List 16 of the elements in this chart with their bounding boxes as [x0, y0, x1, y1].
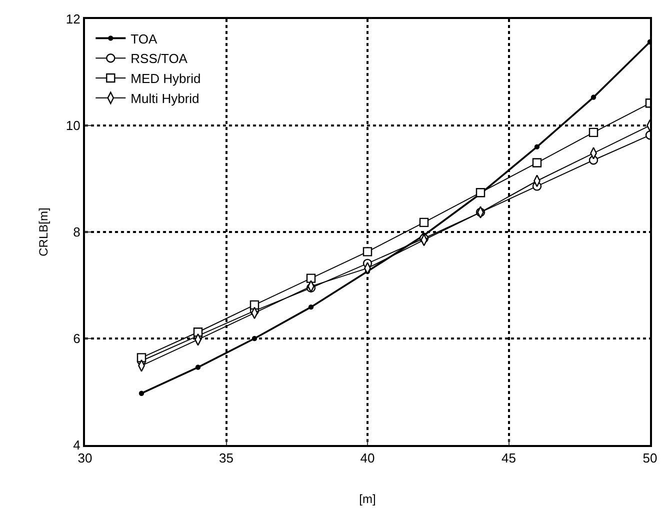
legend-label: Multi Hybrid — [130, 90, 200, 106]
x-tick-label: 35 — [219, 450, 234, 466]
legend-label: MED Hybrid — [130, 71, 201, 86]
y-tick-label: 6 — [73, 331, 80, 346]
x-axis-title: [m] — [359, 492, 376, 506]
x-tick-label: 50 — [642, 450, 658, 466]
y-tick-label: 8 — [73, 224, 80, 240]
x-tick-label: 45 — [502, 450, 516, 466]
x-tick-label: 30 — [78, 450, 92, 466]
legend-label: RSS/TOA — [130, 51, 188, 66]
x-tick-label: 40 — [360, 450, 375, 466]
y-tick-label: 12 — [66, 12, 80, 27]
y-tick-label: 4 — [73, 438, 80, 453]
legend-label: TOA — [130, 31, 158, 46]
y-axis-title: CRLB[m] — [36, 208, 51, 256]
y-tick-label: 10 — [66, 118, 80, 134]
